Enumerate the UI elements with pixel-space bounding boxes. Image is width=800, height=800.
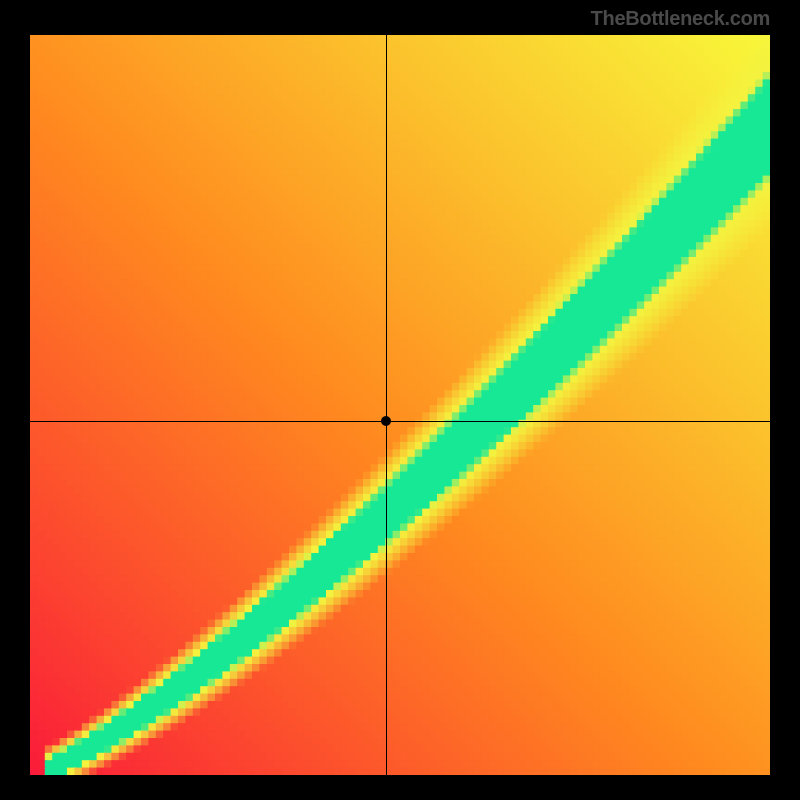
crosshair-marker: [381, 416, 391, 426]
crosshair-horizontal: [30, 421, 770, 422]
crosshair-vertical: [386, 35, 387, 775]
watermark-text: TheBottleneck.com: [591, 8, 770, 31]
heatmap-canvas: [30, 35, 770, 775]
plot-area: [30, 35, 770, 775]
